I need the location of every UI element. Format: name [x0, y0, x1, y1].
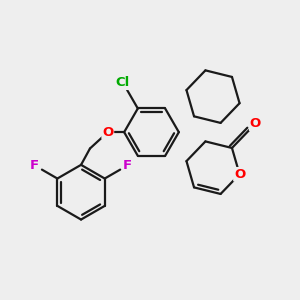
Text: F: F [30, 159, 39, 172]
Text: O: O [234, 168, 245, 181]
Text: O: O [250, 117, 261, 130]
Text: O: O [102, 126, 113, 139]
Text: Cl: Cl [116, 76, 130, 89]
Text: F: F [123, 159, 132, 172]
